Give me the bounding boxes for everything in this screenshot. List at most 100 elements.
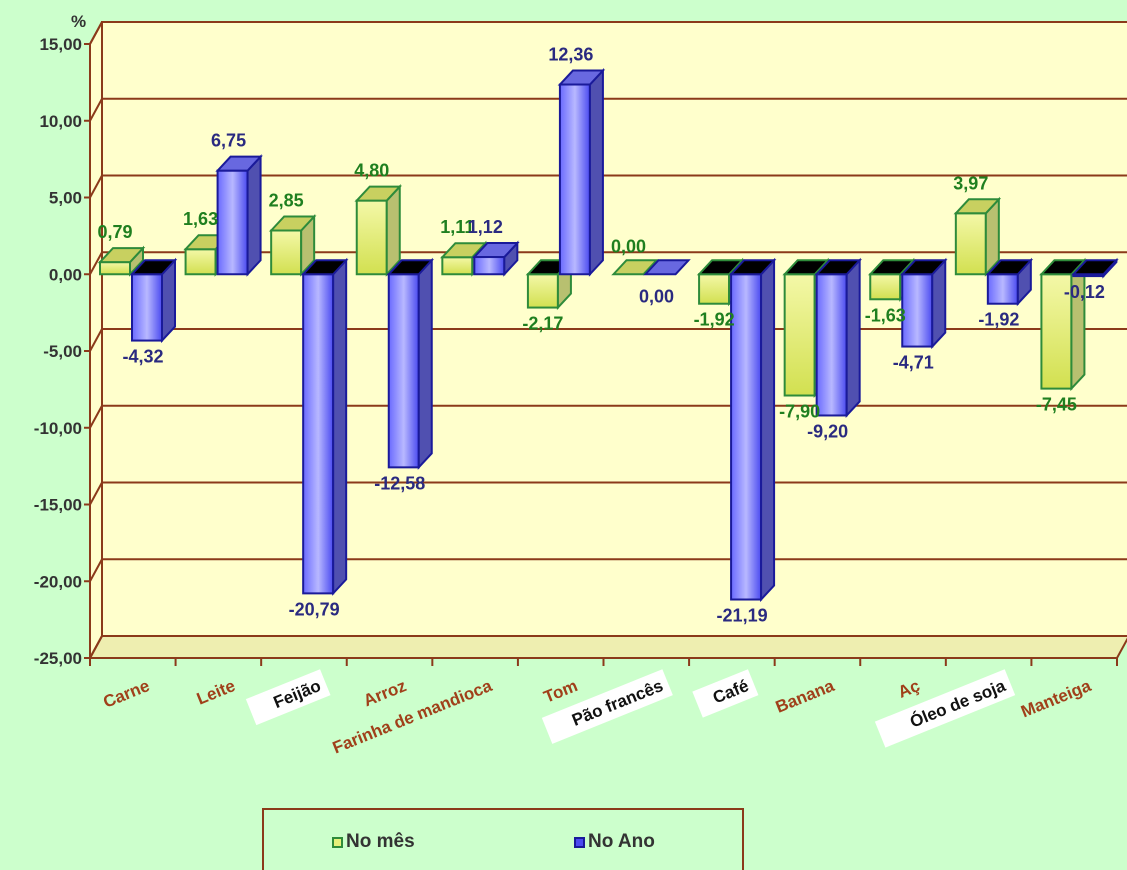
gridline-side	[89, 558, 103, 582]
bar-no-mes-top	[354, 185, 403, 202]
data-label-no-mes: 2,85	[269, 191, 304, 211]
bar-no-mes-top	[953, 198, 1002, 215]
bar-no-ano-top	[643, 259, 691, 276]
bar-no-mes	[268, 213, 317, 277]
bar-no-ano-top	[129, 259, 178, 276]
bar-no-ano-top	[386, 259, 435, 276]
category-label-background	[874, 669, 1016, 748]
x-category-label-group: Feijão	[245, 669, 331, 726]
data-label-no-ano: -21,19	[717, 606, 768, 626]
bar-no-mes-front	[270, 229, 303, 276]
data-label-no-ano: -1,92	[978, 310, 1019, 330]
bar-no-mes-top	[97, 247, 146, 264]
y-tick-label: -25,00	[34, 649, 82, 668]
legend-label-no-mes: No mês	[346, 831, 415, 852]
y-tick-label: 15,00	[39, 35, 82, 54]
gridline-side	[89, 328, 103, 352]
bar-no-ano	[472, 240, 520, 277]
bar-no-mes	[611, 259, 659, 276]
y-tick-label: 0,00	[49, 265, 82, 284]
x-category-label-group: Óleo de soja	[874, 669, 1016, 748]
bar-no-ano-top	[728, 259, 777, 276]
gridline-side	[89, 21, 103, 45]
data-label-no-mes: 0,79	[97, 222, 132, 242]
x-category-label: Leite	[194, 676, 238, 708]
gridline-side	[89, 635, 103, 659]
x-category-label: Manteiga	[1018, 676, 1094, 721]
y-tick-label: 10,00	[39, 112, 82, 131]
bar-no-ano	[814, 257, 862, 419]
plot-floor	[88, 635, 1127, 659]
legend-label-no-ano: No Ano	[588, 831, 655, 852]
data-label-no-ano: 1,12	[468, 217, 503, 237]
bar-no-ano	[899, 257, 948, 350]
data-label-no-ano: 6,75	[211, 131, 246, 151]
bar-no-ano-front	[558, 83, 591, 276]
y-tick-label: 5,00	[49, 189, 82, 208]
bar-no-ano	[386, 257, 435, 470]
bar-no-ano-top	[899, 259, 948, 276]
gridline-side	[89, 98, 103, 122]
bar-no-mes-front	[355, 199, 388, 276]
bar-no-mes-top	[440, 242, 488, 259]
y-tick-label: -15,00	[34, 496, 82, 515]
bar-no-mes-side	[1070, 257, 1086, 392]
x-category-label: Arroz	[361, 676, 409, 710]
data-label-no-ano: -20,79	[289, 599, 340, 619]
y-axis-unit: %	[71, 12, 86, 31]
bar-no-mes	[953, 196, 1002, 277]
gridline-side	[89, 482, 103, 505]
x-category-label: Aç	[895, 676, 922, 702]
bar-no-mes-front	[441, 256, 474, 276]
bar-no-ano-side	[588, 67, 604, 277]
bar-no-ano-side	[246, 154, 262, 277]
bar-no-mes-front	[783, 273, 816, 397]
legend-item-no-ano: No Ano	[574, 831, 655, 853]
category-label-background	[692, 669, 759, 718]
bar-no-ano	[215, 154, 263, 277]
bar-no-mes-top	[782, 259, 830, 276]
bar-no-ano-top	[814, 259, 862, 276]
bar-no-ano-side	[845, 257, 861, 419]
bar-no-mes-front	[526, 273, 559, 309]
bar-no-mes-top	[867, 259, 916, 276]
bar-no-mes-front	[1040, 273, 1073, 390]
x-category-label: Tom	[541, 676, 580, 707]
bar-no-mes-front	[99, 261, 131, 276]
bar-no-ano-front	[473, 256, 506, 276]
data-label-no-mes: 1,11	[440, 217, 474, 237]
bar-no-mes-front	[184, 248, 217, 276]
bar-no-ano-front	[815, 273, 848, 417]
x-category-label-group: Carne	[100, 676, 152, 712]
data-label-no-mes: 3,97	[953, 173, 988, 193]
bar-no-ano-top	[215, 155, 263, 172]
bar-no-ano-front	[216, 169, 249, 276]
bar-no-mes-front	[954, 212, 987, 276]
data-label-no-mes: -7,90	[779, 402, 820, 422]
y-tick-label: -10,00	[34, 419, 82, 438]
bar-no-ano	[728, 257, 777, 603]
data-label-no-mes: 0,00	[611, 236, 646, 256]
bar-no-mes-top	[611, 259, 659, 276]
bar-no-ano-top	[300, 259, 349, 276]
legend: No mês No Ano	[262, 808, 744, 870]
x-category-label-group: Leite	[194, 676, 238, 708]
gridline-side	[89, 251, 103, 275]
bar-no-ano	[300, 257, 349, 596]
bar-no-ano-front	[901, 273, 934, 348]
data-label-no-mes: -1,92	[694, 310, 735, 330]
bar-no-ano-top	[472, 242, 520, 259]
bar-no-ano-side	[417, 257, 433, 470]
bar-no-ano	[643, 259, 691, 276]
category-label-background	[541, 669, 673, 744]
x-category-label-group: Tom	[541, 676, 580, 707]
gridline-side	[89, 405, 103, 429]
x-category-label-group: Café	[692, 669, 759, 718]
bar-no-mes-top	[1039, 259, 1087, 276]
bar-no-mes-top	[268, 215, 317, 232]
x-category-label: Farinha de mandioca	[330, 676, 495, 758]
bar-no-ano-side	[760, 257, 776, 603]
bar-no-mes-top	[696, 259, 745, 276]
bar-no-mes	[1039, 257, 1087, 392]
